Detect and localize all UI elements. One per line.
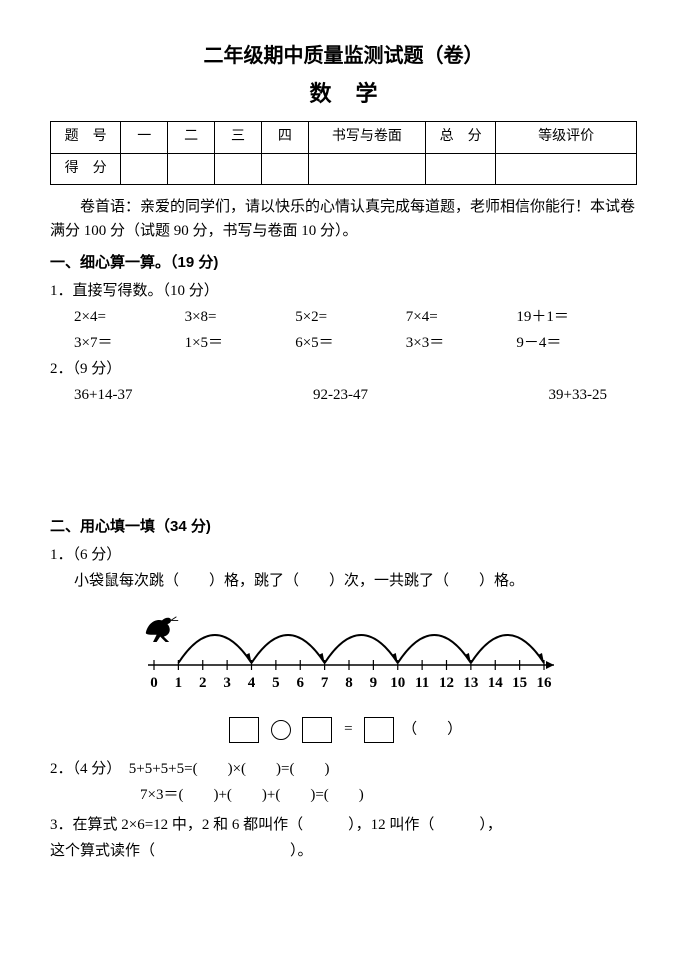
expr: 5×2= [295, 305, 406, 329]
svg-text:7: 7 [320, 675, 328, 691]
svg-text:14: 14 [487, 675, 503, 691]
kangaroo-icon [145, 617, 177, 642]
expr: 6×5＝ [295, 331, 406, 355]
svg-text:9: 9 [369, 675, 377, 691]
expr: 36+14-37 [74, 383, 252, 407]
calc-row: 2×4= 3×8= 5×2= 7×4= 19＋1＝ [50, 305, 637, 329]
expr: 7×4= [406, 305, 517, 329]
svg-text:2: 2 [199, 675, 207, 691]
answer-box [364, 717, 394, 743]
q2-3a: 3．在算式 2×6=12 中，2 和 6 都叫作（ ），12 叫作（ ）， [50, 813, 637, 837]
td-blank [168, 153, 215, 184]
td-blank [426, 153, 496, 184]
svg-text:13: 13 [463, 675, 478, 691]
expr: 7×3＝( )+( )+( )=( ) [140, 787, 364, 803]
td-label: 得 分 [51, 153, 121, 184]
svg-text:0: 0 [150, 675, 158, 691]
table-row: 得 分 [51, 153, 637, 184]
td-blank [215, 153, 262, 184]
expr: 92-23-47 [252, 383, 430, 407]
subject-title: 数学 [50, 76, 637, 111]
td-blank [261, 153, 308, 184]
table-row: 题 号 一 二 三 四 书写与卷面 总 分 等级评价 [51, 122, 637, 153]
expr: 3×3＝ [406, 331, 517, 355]
preface: 卷首语：亲爱的同学们，请以快乐的心情认真完成每道题，老师相信你能行！本试卷满分 … [50, 195, 637, 243]
expr: 3×8= [185, 305, 296, 329]
svg-text:8: 8 [345, 675, 353, 691]
answer-box [229, 717, 259, 743]
expr: 19＋1＝ [516, 305, 627, 329]
q2-2b: 7×3＝( )+( )+( )=( ) [50, 783, 637, 807]
svg-text:4: 4 [247, 675, 255, 691]
th: 三 [215, 122, 262, 153]
th: 题 号 [51, 122, 121, 153]
th: 书写与卷面 [308, 122, 425, 153]
svg-text:5: 5 [272, 675, 280, 691]
equals: = [344, 721, 352, 737]
paren-blank: （ ） [402, 721, 462, 737]
calc-row: 36+14-37 92-23-47 39+33-25 [50, 383, 637, 407]
q2-1-text: 小袋鼠每次跳（ ）格，跳了（ ）次，一共跳了（ ）格。 [50, 569, 637, 593]
th: 等级评价 [496, 122, 637, 153]
calc-row: 3×7＝ 1×5＝ 6×5＝ 3×3＝ 9－4＝ [50, 331, 637, 355]
th: 总 分 [426, 122, 496, 153]
q2-3b: 这个算式读作（ ）。 [50, 839, 637, 863]
section-1-heading: 一、细心算一算。（19 分) [50, 251, 637, 275]
label: 2．（4 分） [50, 761, 121, 777]
th: 一 [121, 122, 168, 153]
spacer [50, 447, 637, 507]
svg-text:1: 1 [174, 675, 182, 691]
td-blank [496, 153, 637, 184]
svg-text:11: 11 [415, 675, 429, 691]
td-blank [121, 153, 168, 184]
q2-label: 2．（9 分） [50, 357, 637, 381]
expr: 1×5＝ [185, 331, 296, 355]
operator-circle [271, 720, 291, 740]
equation-row: = （ ） [50, 717, 637, 743]
svg-text:15: 15 [512, 675, 527, 691]
td-blank [308, 153, 425, 184]
number-line-figure: 012345678910111213141516 [50, 603, 637, 711]
th: 四 [261, 122, 308, 153]
th: 二 [168, 122, 215, 153]
svg-text:12: 12 [439, 675, 454, 691]
score-table: 题 号 一 二 三 四 书写与卷面 总 分 等级评价 得 分 [50, 121, 637, 185]
expr: 3×7＝ [74, 331, 185, 355]
q1-label: 1．直接写得数。（10 分） [50, 279, 637, 303]
page-title: 二年级期中质量监测试题（卷） [50, 40, 637, 72]
expr: 2×4= [74, 305, 185, 329]
expr: 9－4＝ [516, 331, 627, 355]
svg-text:3: 3 [223, 675, 231, 691]
section-2-heading: 二、用心填一填（34 分) [50, 515, 637, 539]
answer-box [302, 717, 332, 743]
svg-text:10: 10 [390, 675, 405, 691]
expr: 39+33-25 [429, 383, 627, 407]
expr: 5+5+5+5=( )×( )=( ) [129, 761, 330, 777]
q2-1-label: 1．（6 分） [50, 543, 637, 567]
svg-text:6: 6 [296, 675, 304, 691]
q2-2: 2．（4 分） 5+5+5+5=( )×( )=( ) [50, 757, 637, 781]
svg-text:16: 16 [536, 675, 552, 691]
number-line-svg: 012345678910111213141516 [124, 603, 564, 703]
